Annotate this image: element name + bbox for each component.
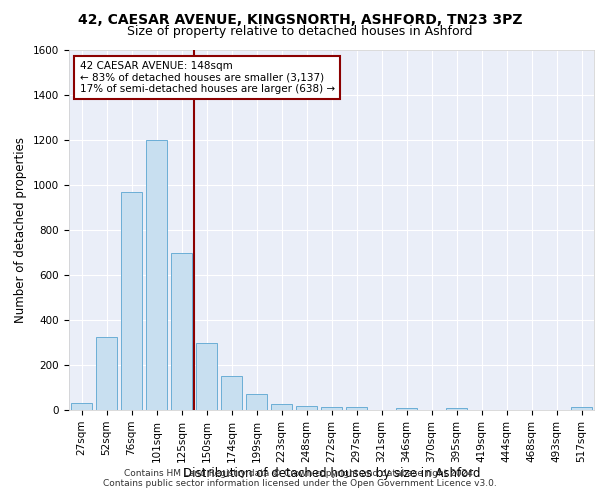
- Text: 42, CAESAR AVENUE, KINGSNORTH, ASHFORD, TN23 3PZ: 42, CAESAR AVENUE, KINGSNORTH, ASHFORD, …: [78, 12, 522, 26]
- Bar: [296, 406, 317, 410]
- Bar: [196, 342, 217, 410]
- X-axis label: Distribution of detached houses by size in Ashford: Distribution of detached houses by size …: [183, 468, 480, 480]
- Bar: [121, 192, 142, 410]
- Bar: [321, 406, 342, 410]
- Bar: [271, 404, 292, 410]
- Bar: [246, 394, 267, 410]
- Bar: [146, 140, 167, 410]
- Bar: [571, 406, 592, 410]
- Bar: [446, 408, 467, 410]
- Text: 42 CAESAR AVENUE: 148sqm
← 83% of detached houses are smaller (3,137)
17% of sem: 42 CAESAR AVENUE: 148sqm ← 83% of detach…: [79, 61, 335, 94]
- Bar: [221, 376, 242, 410]
- Bar: [346, 406, 367, 410]
- Text: Contains HM Land Registry data © Crown copyright and database right 2024.: Contains HM Land Registry data © Crown c…: [124, 468, 476, 477]
- Bar: [171, 252, 192, 410]
- Bar: [396, 408, 417, 410]
- Bar: [96, 337, 117, 410]
- Bar: [71, 403, 92, 410]
- Y-axis label: Number of detached properties: Number of detached properties: [14, 137, 28, 323]
- Text: Size of property relative to detached houses in Ashford: Size of property relative to detached ho…: [127, 25, 473, 38]
- Text: Contains public sector information licensed under the Open Government Licence v3: Contains public sector information licen…: [103, 478, 497, 488]
